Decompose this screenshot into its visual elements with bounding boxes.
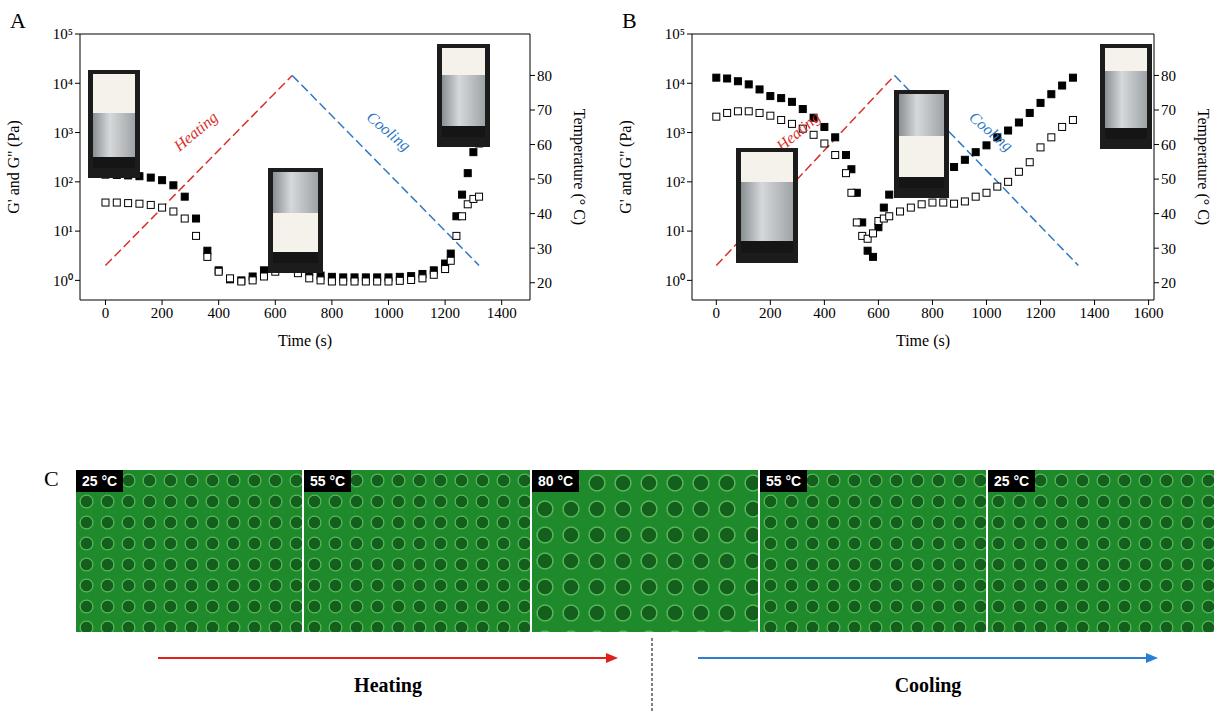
svg-text:1600: 1600 [1134,305,1164,321]
svg-text:1200: 1200 [430,305,460,321]
html-text:C: C [44,466,59,491]
svg-text:10⁴: 10⁴ [53,76,73,92]
html-text:80 °C: 80 °C [538,473,574,489]
svg-text:Time (s): Time (s) [278,332,332,350]
svg-text:1200: 1200 [1026,305,1056,321]
svg-text:Temperature (° C): Temperature (° C) [570,109,588,225]
svg-text:10²: 10² [666,174,686,190]
svg-text:0: 0 [713,305,721,321]
svg-text:G' and G'' (Pa): G' and G'' (Pa) [5,120,23,214]
svg-text:Temperature (° C): Temperature (° C) [1194,109,1212,225]
svg-text:80: 80 [537,68,552,84]
svg-text:Cooling: Cooling [965,108,1016,155]
svg-text:20: 20 [537,275,552,291]
html-text:25 °C: 25 °C [994,473,1030,489]
svg-text:10⁵: 10⁵ [53,26,73,42]
svg-text:10²: 10² [54,174,74,190]
svg-text:70: 70 [537,102,552,118]
svg-text:200: 200 [759,305,782,321]
svg-text:40: 40 [1161,206,1176,222]
svg-text:Cooling: Cooling [363,108,414,155]
svg-text:0: 0 [102,305,110,321]
svg-text:1000: 1000 [373,305,403,321]
svg-text:10⁵: 10⁵ [665,26,685,42]
svg-text:10⁰: 10⁰ [665,273,685,289]
svg-text:10⁴: 10⁴ [665,76,685,92]
svg-text:70: 70 [1161,102,1176,118]
svg-text:30: 30 [1161,241,1176,257]
svg-text:50: 50 [1161,171,1176,187]
svg-text:800: 800 [321,305,344,321]
html-text:A: A [10,8,26,33]
svg-text:1400: 1400 [1080,305,1110,321]
svg-text:60: 60 [537,137,552,153]
svg-text:600: 600 [264,305,287,321]
svg-text:50: 50 [537,171,552,187]
html-text:55 °C: 55 °C [310,473,346,489]
svg-text:80: 80 [1161,68,1176,84]
svg-text:200: 200 [151,305,174,321]
html-text:B: B [622,8,637,33]
svg-text:10³: 10³ [666,125,686,141]
svg-text:G' and G'' (Pa): G' and G'' (Pa) [617,120,635,214]
svg-text:400: 400 [207,305,230,321]
svg-text:1400: 1400 [487,305,517,321]
svg-text:10⁰: 10⁰ [53,273,73,289]
svg-text:Heating: Heating [170,108,222,156]
svg-text:10¹: 10¹ [666,223,686,239]
svg-text:Heating: Heating [772,108,824,155]
svg-text:60: 60 [1161,137,1176,153]
svg-text:400: 400 [813,305,836,321]
svg-text:1000: 1000 [971,305,1001,321]
svg-text:30: 30 [537,241,552,257]
html-text:Heating: Heating [354,674,422,696]
svg-text:Time (s): Time (s) [896,332,950,350]
svg-text:800: 800 [921,305,944,321]
html-text:25 °C: 25 °C [82,473,118,489]
svg-text:10¹: 10¹ [54,223,74,239]
html-text:55 °C: 55 °C [766,473,802,489]
svg-text:600: 600 [867,305,890,321]
svg-text:20: 20 [1161,275,1176,291]
html-text:Cooling: Cooling [894,674,962,696]
svg-text:40: 40 [537,206,552,222]
svg-text:10³: 10³ [54,125,74,141]
